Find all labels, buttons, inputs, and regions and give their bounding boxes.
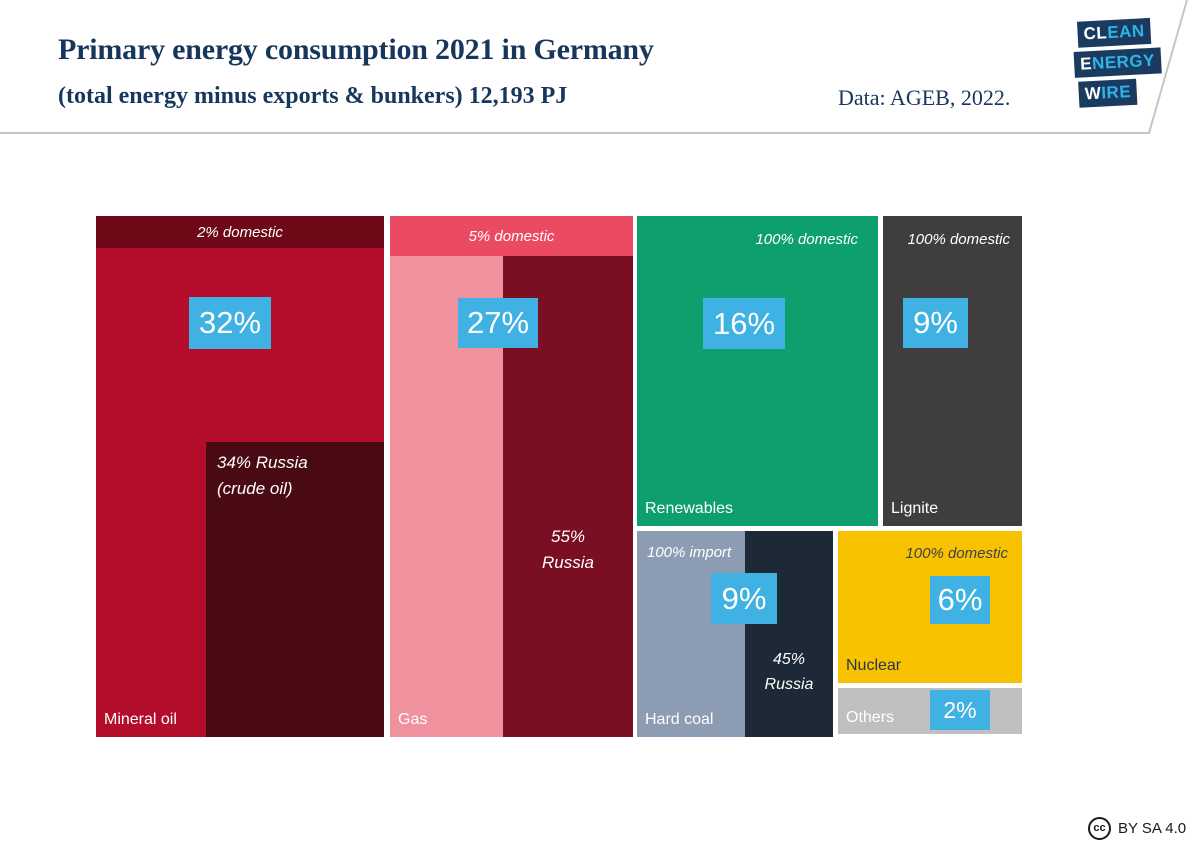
segment-renewables: 100% domestic 16% Renewables bbox=[637, 216, 878, 526]
header-border-line bbox=[0, 0, 1188, 134]
mineral-oil-russia-label: 34% Russia (crude oil) bbox=[217, 453, 308, 499]
header: Primary energy consumption 2021 in Germa… bbox=[0, 0, 1200, 140]
creative-commons-icon: cc bbox=[1088, 817, 1111, 840]
others-name-label: Others bbox=[846, 709, 895, 726]
mineral-oil-name-label: Mineral oil bbox=[104, 711, 177, 728]
mineral-oil-share-badge: 32% bbox=[189, 297, 271, 349]
segment-mineral-oil: 2% domestic 34% Russia (crude oil) 32% M… bbox=[96, 216, 384, 737]
hard-coal-name-label: Hard coal bbox=[645, 711, 714, 728]
segment-gas: 5% domestic 55% Russia 27% Gas bbox=[390, 216, 633, 737]
mineral-oil-domestic-strip: 2% domestic bbox=[96, 216, 384, 248]
lignite-domestic-label: 100% domestic bbox=[907, 231, 1010, 248]
lignite-name-label: Lignite bbox=[891, 500, 939, 517]
renewables-name-label: Renewables bbox=[645, 500, 734, 517]
logo-row-energy: ENERGY bbox=[1073, 47, 1162, 78]
segment-hard-coal: 100% import 45% Russia 9% Hard coal bbox=[637, 531, 833, 737]
gas-domestic-strip: 5% domestic bbox=[390, 216, 633, 256]
nuclear-share-badge: 6% bbox=[930, 576, 990, 624]
license-label: BY SA 4.0 bbox=[1118, 820, 1187, 837]
page-subtitle: (total energy minus exports & bunkers) 1… bbox=[58, 83, 568, 109]
mineral-oil-domestic-label: 2% domestic bbox=[197, 223, 283, 241]
segment-others: 2% Others bbox=[838, 688, 1022, 734]
logo-row-clean: CLEAN bbox=[1076, 17, 1152, 48]
lignite-share-badge: 9% bbox=[903, 298, 968, 348]
gas-russia-label: 55% Russia bbox=[542, 527, 594, 573]
segment-lignite: 100% domestic 9% Lignite bbox=[883, 216, 1022, 526]
gas-name-label: Gas bbox=[398, 711, 428, 728]
hard-coal-share-badge: 9% bbox=[711, 573, 777, 624]
clean-energy-wire-logo: CLEAN ENERGY WIRE bbox=[1072, 17, 1163, 111]
segment-nuclear: 100% domestic 6% Nuclear bbox=[838, 531, 1022, 683]
license-footer: cc BY SA 4.0 bbox=[1088, 817, 1186, 840]
data-source: Data: AGEB, 2022. bbox=[838, 85, 1011, 110]
others-share-badge: 2% bbox=[930, 690, 990, 730]
gas-domestic-label: 5% domestic bbox=[468, 227, 555, 245]
nuclear-name-label: Nuclear bbox=[846, 657, 902, 674]
hard-coal-russia-label: 45% Russia bbox=[764, 651, 814, 693]
hard-coal-russia-area bbox=[745, 531, 833, 737]
renewables-domestic-label: 100% domestic bbox=[755, 231, 858, 248]
nuclear-domestic-label: 100% domestic bbox=[905, 545, 1008, 562]
mineral-oil-russia-box: 34% Russia (crude oil) bbox=[206, 442, 384, 737]
gas-share-badge: 27% bbox=[458, 298, 538, 348]
renewables-share-badge: 16% bbox=[703, 298, 785, 349]
logo-row-wire: WIRE bbox=[1078, 78, 1138, 108]
hard-coal-import-label: 100% import bbox=[647, 544, 732, 561]
page-title: Primary energy consumption 2021 in Germa… bbox=[58, 33, 654, 66]
